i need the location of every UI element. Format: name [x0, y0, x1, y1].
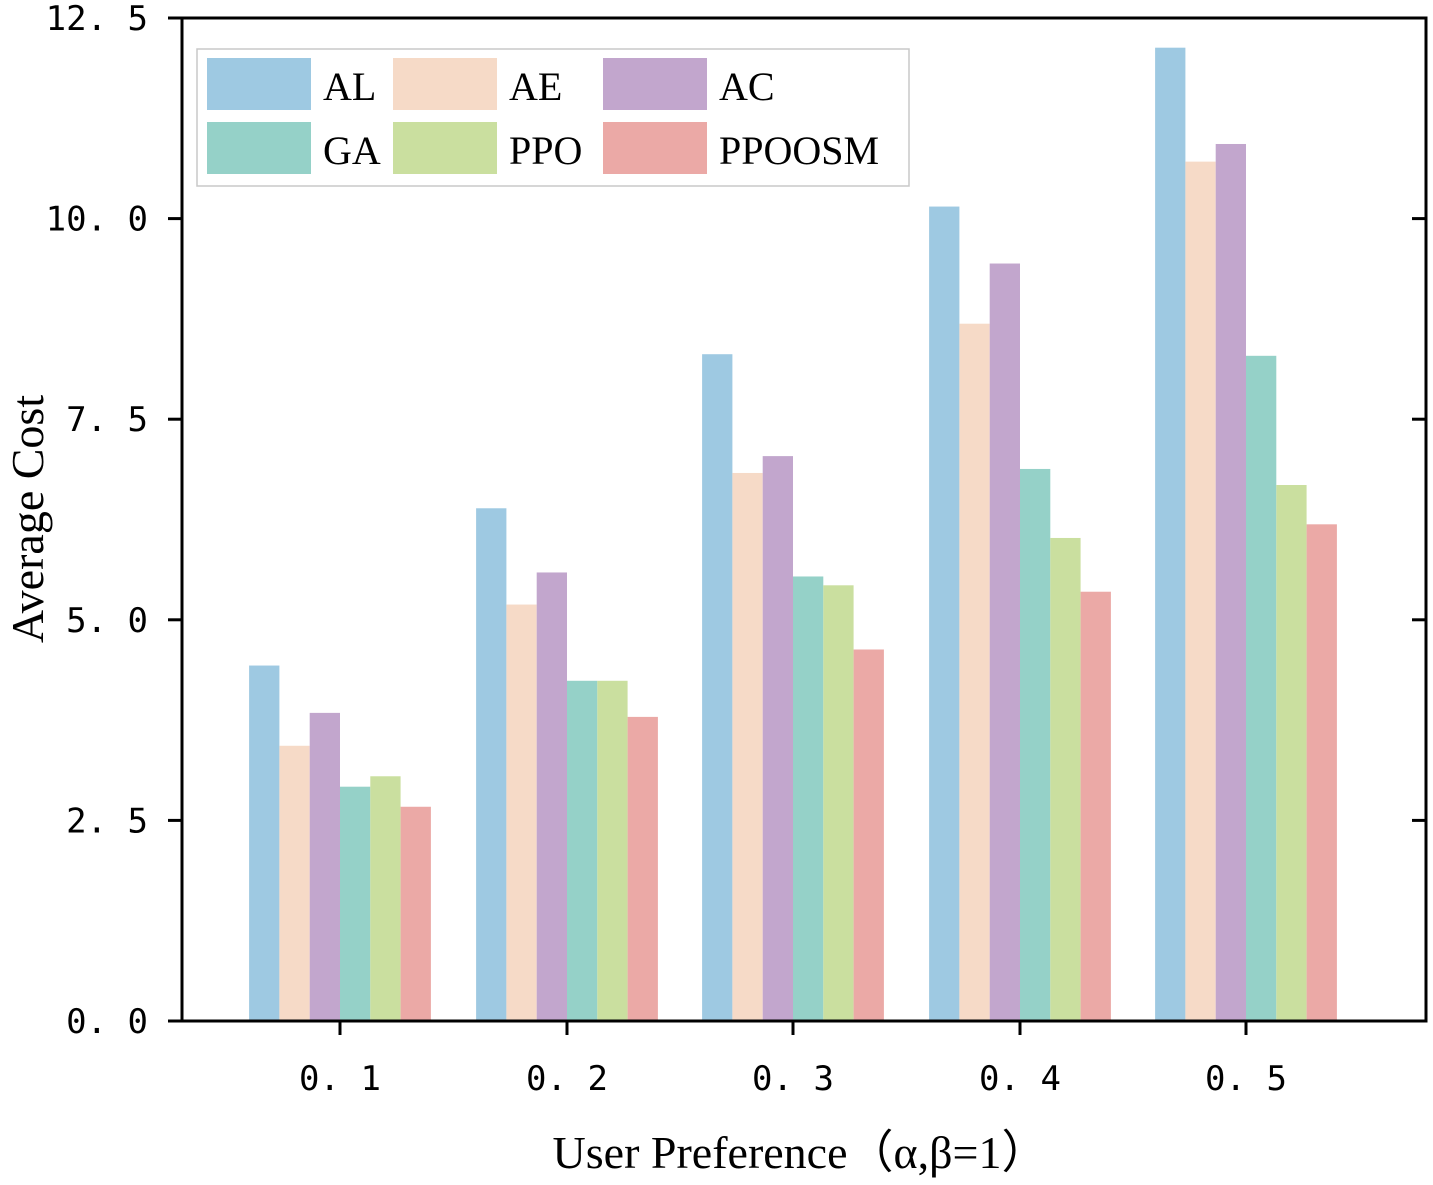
- y-tick-label: 12. 5: [46, 0, 148, 39]
- bar-ppo-0-4: [1050, 537, 1081, 1021]
- bar-ae-0-2: [506, 604, 537, 1021]
- bar-ga-0-1: [340, 786, 371, 1021]
- bar-al-0-5: [1155, 47, 1186, 1021]
- bar-ac-0-2: [536, 572, 567, 1021]
- bar-ppoosm-0-4: [1080, 591, 1111, 1021]
- x-axis-title: User Preference（α,β=1）: [553, 1127, 1048, 1178]
- legend-label-ga: GA: [323, 128, 381, 173]
- bar-al-0-4: [929, 206, 960, 1021]
- bar-ppo-0-5: [1276, 485, 1307, 1021]
- bar-al-0-3: [702, 354, 733, 1022]
- legend: AL AE AC GA PPO PPOOSM: [196, 48, 910, 187]
- bar-al-0-1: [249, 665, 280, 1021]
- x-tick-label: 0. 3: [752, 1059, 834, 1099]
- x-tick-label: 0. 4: [979, 1059, 1061, 1099]
- bar-ppoosm-0-5: [1306, 524, 1337, 1021]
- y-tick-label: 2. 5: [66, 801, 148, 841]
- bar-ga-0-2: [567, 680, 598, 1021]
- bar-ga-0-4: [1020, 468, 1051, 1021]
- bars-group: [249, 47, 1337, 1022]
- bar-ppo-0-2: [597, 680, 628, 1021]
- legend-swatch-ppoosm: [603, 122, 707, 174]
- legend-label-ac: AC: [719, 64, 775, 109]
- y-axis-ticks: 0. 0 2. 5 5. 0 7. 5 10. 0 12. 5: [46, 0, 1426, 1042]
- legend-label-ppo: PPO: [509, 128, 582, 173]
- y-tick-label: 7. 5: [66, 400, 148, 440]
- legend-swatch-al: [207, 58, 311, 110]
- bar-ga-0-3: [793, 576, 824, 1021]
- legend-swatch-ac: [603, 58, 707, 110]
- bar-ac-0-3: [762, 456, 793, 1021]
- legend-label-ppoosm: PPOOSM: [719, 128, 879, 173]
- y-axis-title: Average Cost: [2, 395, 53, 643]
- x-tick-label: 0. 1: [299, 1059, 381, 1099]
- bar-ppo-0-3: [823, 585, 854, 1021]
- bar-ac-0-4: [989, 263, 1020, 1021]
- bar-ae-0-4: [959, 323, 990, 1022]
- x-axis-ticks: 0. 1 0. 2 0. 3 0. 4 0. 5: [299, 1021, 1287, 1099]
- bar-ppo-0-1: [370, 776, 401, 1021]
- bar-ae-0-1: [279, 745, 310, 1021]
- bar-ppoosm-0-3: [853, 649, 884, 1021]
- bar-ppoosm-0-1: [400, 806, 431, 1021]
- legend-swatch-ae: [393, 58, 497, 110]
- x-tick-label: 0. 5: [1205, 1059, 1287, 1099]
- y-tick-label: 10. 0: [46, 200, 148, 240]
- y-tick-label: 0. 0: [66, 1002, 148, 1042]
- legend-frame: [196, 48, 910, 187]
- bar-ae-0-3: [732, 472, 763, 1022]
- legend-swatch-ga: [207, 122, 311, 174]
- bar-ac-0-5: [1215, 143, 1246, 1022]
- bar-ppoosm-0-2: [627, 716, 658, 1021]
- bar-al-0-2: [476, 508, 507, 1021]
- legend-swatch-ppo: [393, 122, 497, 174]
- legend-label-al: AL: [323, 64, 376, 109]
- bar-ga-0-5: [1246, 355, 1277, 1021]
- legend-label-ae: AE: [509, 64, 562, 109]
- y-tick-label: 5. 0: [66, 601, 148, 641]
- bar-ae-0-5: [1185, 161, 1216, 1021]
- bar-ac-0-1: [309, 712, 340, 1021]
- plot-frame: [180, 16, 1428, 1023]
- x-tick-label: 0. 2: [526, 1059, 608, 1099]
